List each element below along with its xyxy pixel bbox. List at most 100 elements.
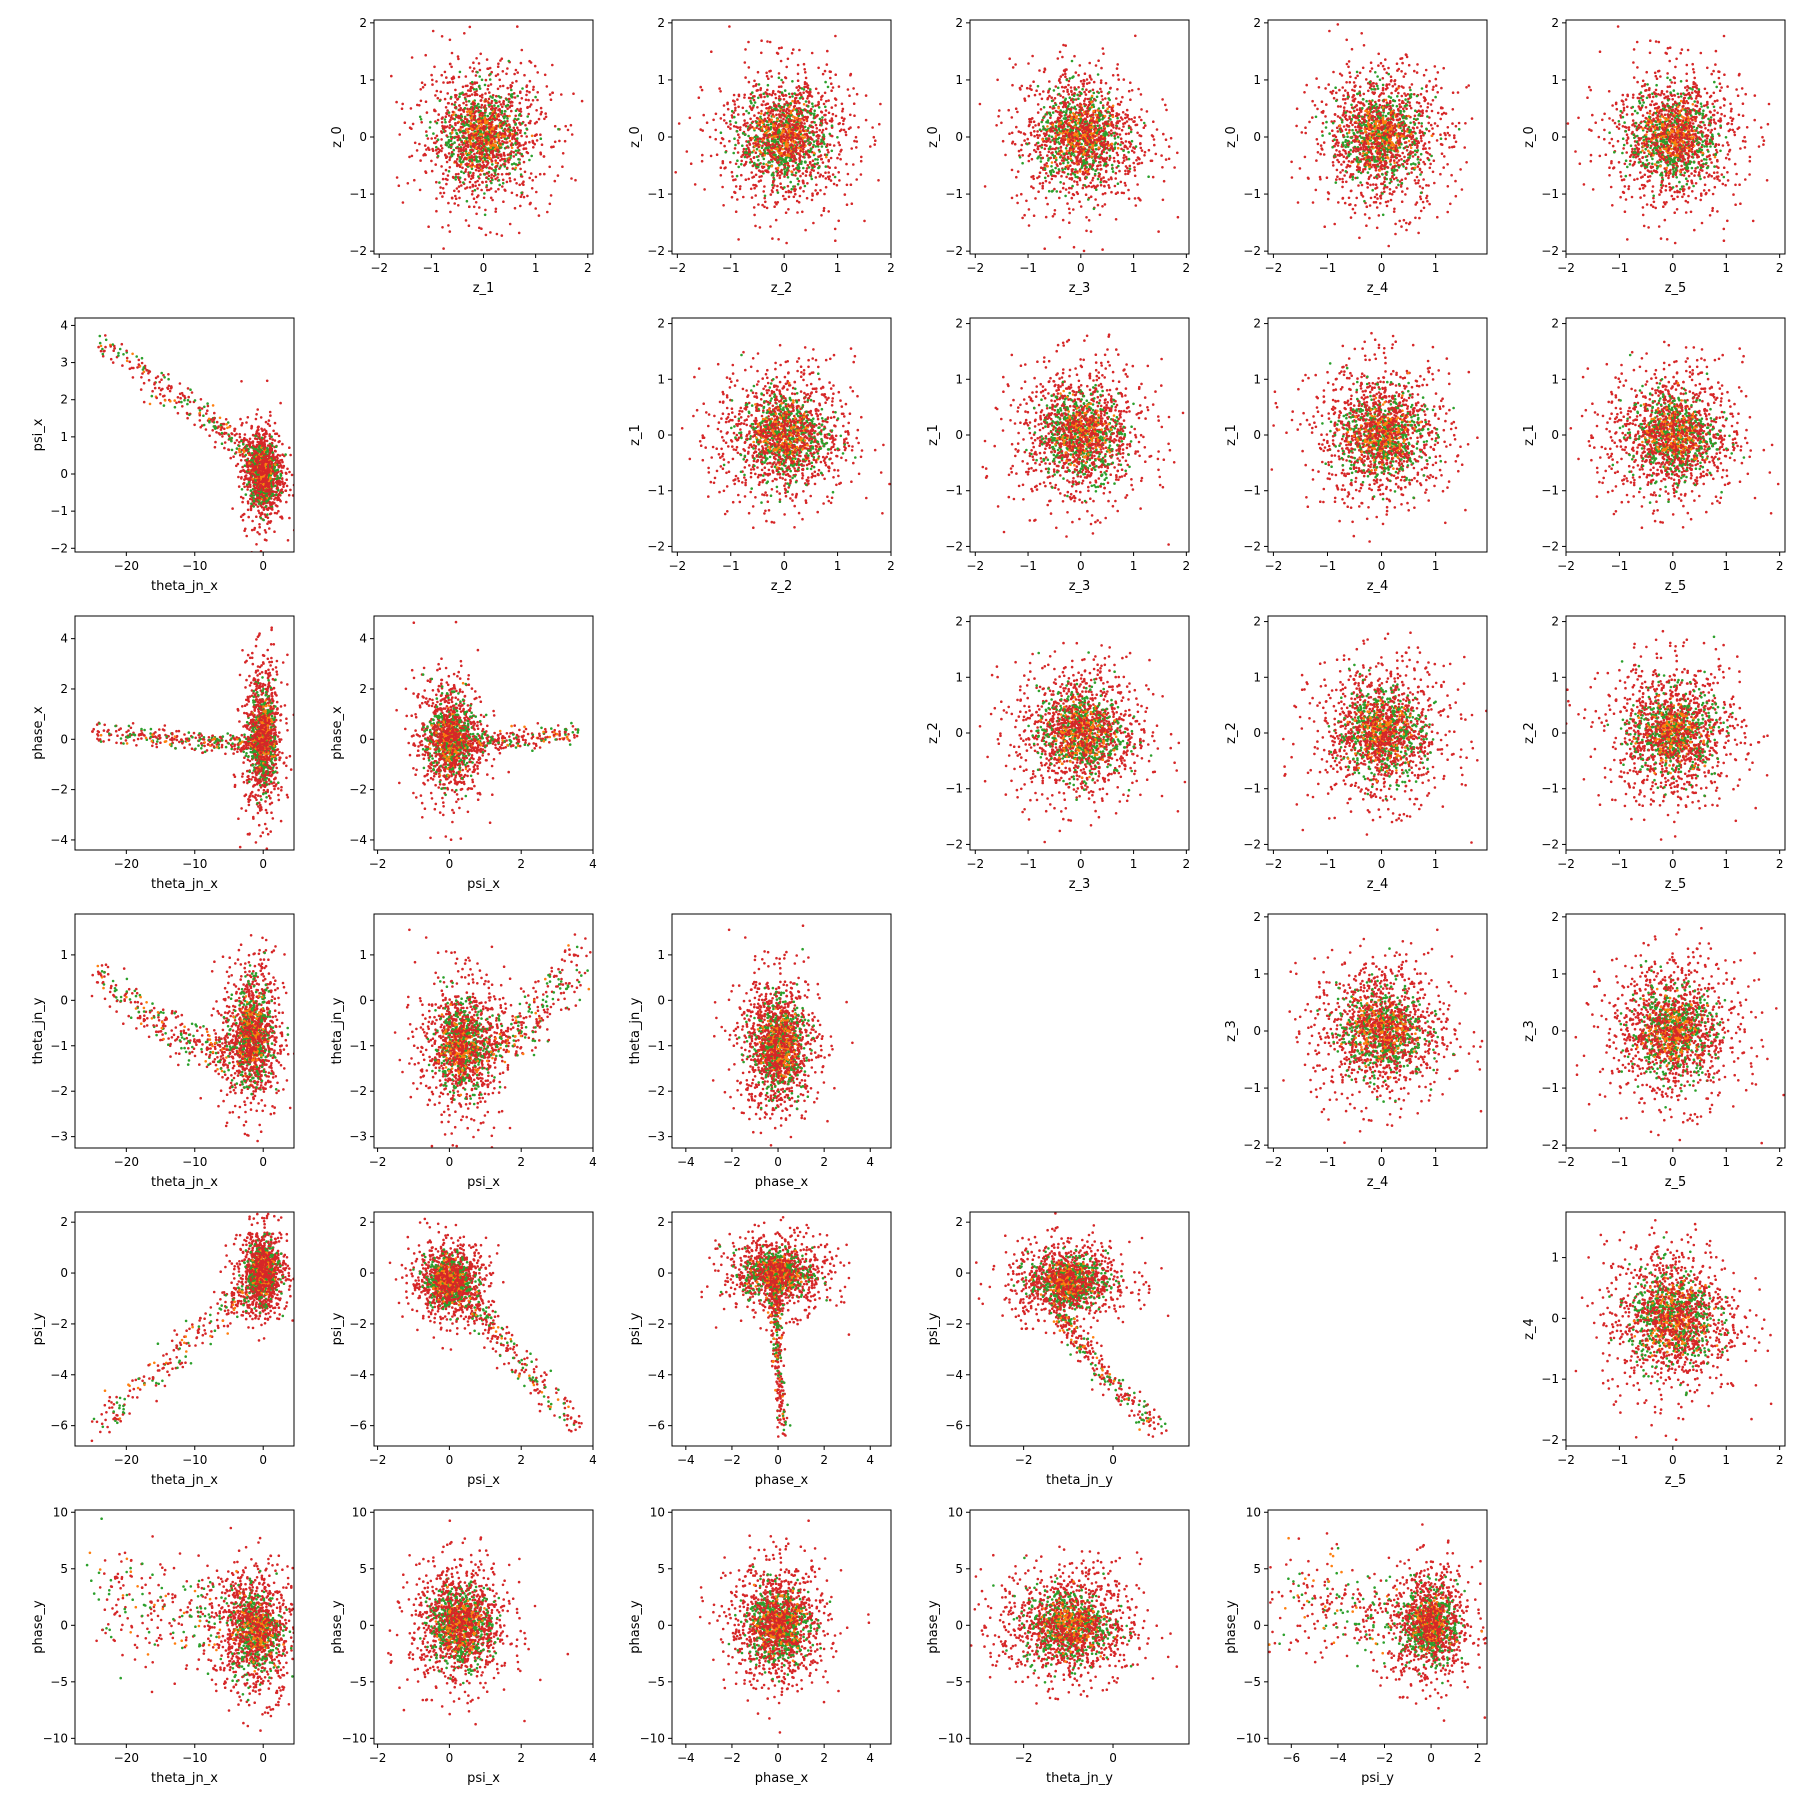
- scatter-point: [722, 204, 725, 207]
- scatter-point: [462, 146, 466, 149]
- scatter-point: [794, 150, 797, 154]
- scatter-point: [776, 137, 780, 141]
- scatter-point: [490, 125, 493, 128]
- scatter-point: [491, 130, 494, 133]
- scatter-point: [510, 191, 514, 195]
- scatter-point: [415, 149, 419, 152]
- scatter-point: [733, 137, 736, 140]
- scatter-point: [828, 132, 832, 136]
- scatter-point: [842, 128, 846, 132]
- scatter-point: [837, 85, 841, 88]
- scatter-point: [441, 226, 444, 229]
- scatter-point: [1193, 173, 1196, 176]
- scatter-point: [733, 103, 737, 106]
- scatter-point: [448, 62, 452, 66]
- scatter-point: [1015, 194, 1019, 197]
- scatter-point: [1161, 166, 1164, 169]
- scatter-point: [1066, 202, 1069, 205]
- scatter-point: [446, 174, 450, 177]
- scatter-point: [1091, 88, 1095, 92]
- scatter-point: [787, 129, 791, 132]
- scatter-point: [763, 142, 767, 146]
- scatter-point: [1066, 164, 1069, 167]
- scatter-point: [779, 140, 783, 143]
- scatter-point: [758, 140, 762, 143]
- scatter-point: [778, 174, 782, 177]
- scatter-point: [1110, 190, 1113, 194]
- scatter-point: [435, 145, 438, 149]
- scatter-point: [501, 181, 505, 185]
- scatter-point: [752, 149, 756, 152]
- scatter-point: [1058, 236, 1062, 239]
- scatter-point: [470, 119, 473, 122]
- scatter-point: [1080, 164, 1084, 168]
- scatter-point: [447, 224, 450, 227]
- scatter-point: [1036, 130, 1039, 133]
- scatter-point: [817, 166, 821, 169]
- scatter-point: [1073, 120, 1077, 124]
- scatter-point: [489, 122, 493, 126]
- scatter-point: [441, 177, 445, 181]
- scatter-point: [427, 146, 430, 150]
- scatter-point: [811, 145, 815, 149]
- scatter-point: [453, 136, 456, 140]
- scatter-point: [809, 171, 812, 174]
- scatter-point: [526, 151, 530, 155]
- scatter-point: [400, 107, 404, 110]
- scatter-point: [791, 95, 794, 98]
- scatter-point: [766, 138, 769, 142]
- scatter-point: [853, 114, 856, 117]
- scatter-point: [806, 84, 810, 87]
- scatter-point: [767, 109, 770, 112]
- scatter-point: [440, 138, 443, 141]
- scatter-point: [502, 163, 506, 166]
- scatter-point: [1129, 130, 1133, 134]
- scatter-point: [1099, 180, 1102, 184]
- scatter-point: [454, 123, 457, 127]
- scatter-point: [813, 112, 816, 115]
- scatter-point: [1018, 86, 1022, 90]
- scatter-point: [478, 151, 482, 154]
- scatter-point: [769, 122, 773, 126]
- scatter-point: [745, 144, 749, 147]
- scatter-point: [423, 83, 427, 87]
- scatter-point: [789, 190, 793, 194]
- scatter-point: [458, 70, 462, 74]
- scatter-point: [480, 123, 483, 126]
- scatter-point: [1073, 144, 1076, 148]
- scatter-point: [434, 94, 437, 97]
- scatter-point: [561, 152, 565, 155]
- scatter-point: [773, 103, 777, 107]
- scatter-point: [543, 117, 546, 121]
- scatter-point: [730, 109, 734, 113]
- scatter-point: [772, 174, 775, 177]
- scatter-point: [1018, 156, 1022, 159]
- scatter-point: [493, 155, 497, 159]
- scatter-point: [512, 126, 516, 130]
- scatter-point: [1050, 96, 1053, 99]
- scatter-point: [848, 94, 851, 97]
- scatter-point: [802, 118, 806, 122]
- scatter-point: [841, 107, 845, 111]
- scatter-point: [1038, 151, 1042, 154]
- scatter-point: [802, 88, 806, 91]
- scatter-point: [1040, 97, 1044, 101]
- scatter-point: [431, 149, 435, 152]
- scatter-point: [805, 152, 809, 156]
- scatter-point: [724, 150, 727, 154]
- scatter-point: [1128, 167, 1132, 171]
- scatter-point: [833, 227, 837, 231]
- scatter-point: [440, 165, 443, 168]
- scatter-point: [1056, 164, 1059, 168]
- scatter-point: [527, 121, 531, 125]
- scatter-point: [810, 107, 813, 111]
- scatter-point: [983, 185, 987, 188]
- scatter-point: [795, 109, 798, 112]
- scatter-point: [1078, 200, 1081, 203]
- scatter-point: [513, 72, 516, 76]
- scatter-point: [700, 159, 704, 163]
- scatter-point: [440, 130, 443, 133]
- scatter-point: [810, 121, 813, 124]
- scatter-point: [747, 134, 750, 138]
- scatter-point: [768, 40, 772, 44]
